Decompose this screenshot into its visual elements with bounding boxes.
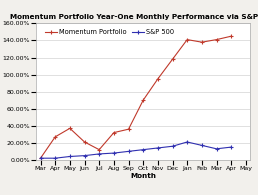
S&P 500: [215, 148, 218, 150]
S&P 500: [54, 157, 57, 159]
Momentum Portfolio: [39, 157, 42, 159]
X-axis label: Month: Month: [130, 173, 156, 179]
S&P 500: [200, 144, 203, 147]
S&P 500: [142, 149, 145, 151]
Momentum Portfolio: [83, 141, 86, 143]
Momentum Portfolio: [54, 136, 57, 138]
Line: Momentum Portfolio: Momentum Portfolio: [38, 34, 233, 160]
S&P 500: [186, 141, 189, 143]
S&P 500: [230, 146, 233, 148]
Momentum Portfolio: [200, 41, 203, 43]
Momentum Portfolio: [112, 131, 115, 134]
S&P 500: [156, 147, 159, 149]
Momentum Portfolio: [171, 58, 174, 60]
S&P 500: [98, 153, 101, 155]
S&P 500: [127, 150, 130, 152]
Momentum Portfolio: [127, 128, 130, 130]
Momentum Portfolio: [156, 78, 159, 80]
Legend: Momentum Portfolio, S&P 500: Momentum Portfolio, S&P 500: [44, 28, 175, 37]
Momentum Portfolio: [186, 38, 189, 41]
Line: S&P 500: S&P 500: [38, 140, 233, 160]
S&P 500: [39, 157, 42, 159]
Momentum Portfolio: [142, 99, 145, 101]
S&P 500: [68, 155, 71, 158]
Momentum Portfolio: [98, 149, 101, 151]
Title: Momentum Portfolio Year-One Monthly Performance via S&P 500: Momentum Portfolio Year-One Monthly Perf…: [10, 14, 258, 20]
S&P 500: [171, 145, 174, 147]
Momentum Portfolio: [68, 127, 71, 129]
Momentum Portfolio: [215, 38, 218, 41]
Momentum Portfolio: [230, 35, 233, 37]
S&P 500: [112, 152, 115, 154]
S&P 500: [83, 154, 86, 157]
